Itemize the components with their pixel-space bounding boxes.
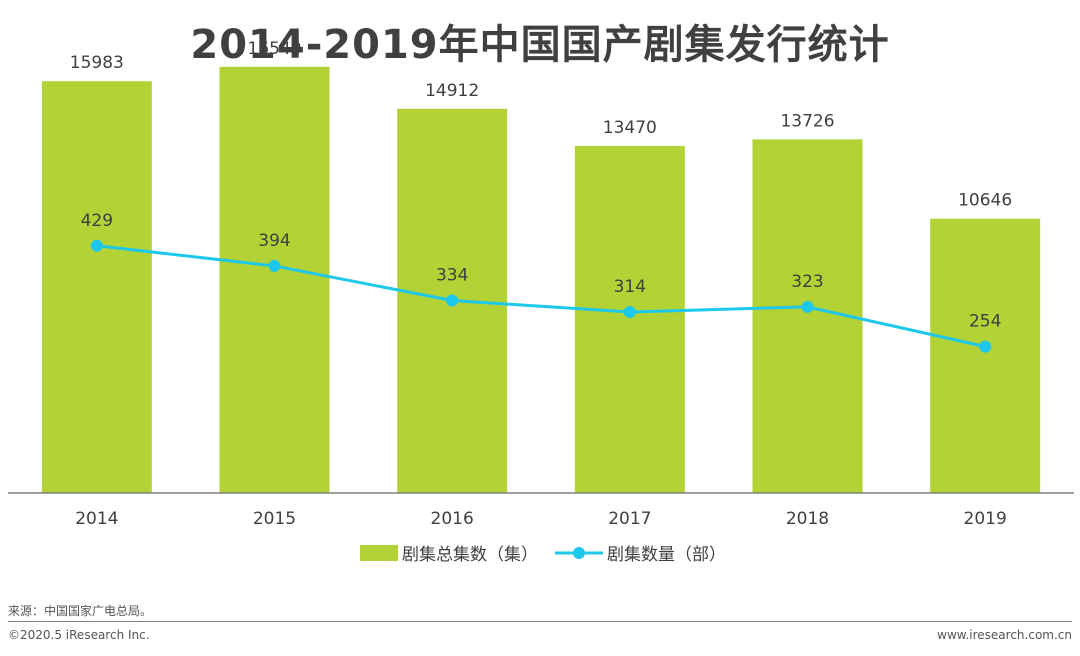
x-tick-2015: 2015 <box>253 509 296 529</box>
legend-label-line: 剧集数量（部） <box>607 545 726 565</box>
line-point-2014 <box>90 239 103 252</box>
bar-label-2018: 13726 <box>780 111 834 131</box>
line-point-2019 <box>979 340 992 353</box>
bar-label-2017: 13470 <box>603 118 657 138</box>
footer-divider <box>8 621 1072 622</box>
x-tick-2018: 2018 <box>786 509 829 529</box>
line-label-2017: 314 <box>614 277 646 297</box>
legend-swatch-bar <box>360 545 398 561</box>
x-tick-2014: 2014 <box>75 509 118 529</box>
line-label-2018: 323 <box>791 272 823 292</box>
legend-swatch-line-marker <box>573 547 585 559</box>
x-tick-2016: 2016 <box>431 509 474 529</box>
x-tick-2019: 2019 <box>964 509 1007 529</box>
line-label-2019: 254 <box>969 312 1001 332</box>
legend-label-bar: 剧集总集数（集） <box>402 545 538 565</box>
line-point-2015 <box>268 259 281 272</box>
line-point-2017 <box>623 306 636 319</box>
chart-title: 2014-2019年中国国产剧集发行统计 <box>190 22 890 68</box>
copyright-text: ©2020.5 iResearch Inc. <box>8 628 150 642</box>
bar-label-2015: 16540 <box>247 39 301 59</box>
line-label-2016: 334 <box>436 266 468 286</box>
bar-2014 <box>41 81 152 494</box>
line-point-2018 <box>801 300 814 313</box>
source-note: 来源：中国国家广电总局。 <box>8 604 153 618</box>
line-label-2015: 394 <box>258 231 290 251</box>
line-point-2016 <box>446 294 459 307</box>
bar-2015 <box>219 66 330 493</box>
line-series <box>96 244 986 349</box>
bar-label-2016: 14912 <box>425 81 479 101</box>
bar-label-2019: 10646 <box>958 191 1012 211</box>
bar-label-2014: 15983 <box>70 53 124 73</box>
bar-2019 <box>930 218 1041 494</box>
bar-2017 <box>574 145 685 494</box>
website-url: www.iresearch.com.cn <box>937 628 1072 642</box>
line-label-2014: 429 <box>81 211 113 231</box>
x-tick-2017: 2017 <box>608 509 651 529</box>
chart-canvas: 15983 16540 14912 13470 13726 10646 429 394 334 3… <box>8 39 1074 565</box>
